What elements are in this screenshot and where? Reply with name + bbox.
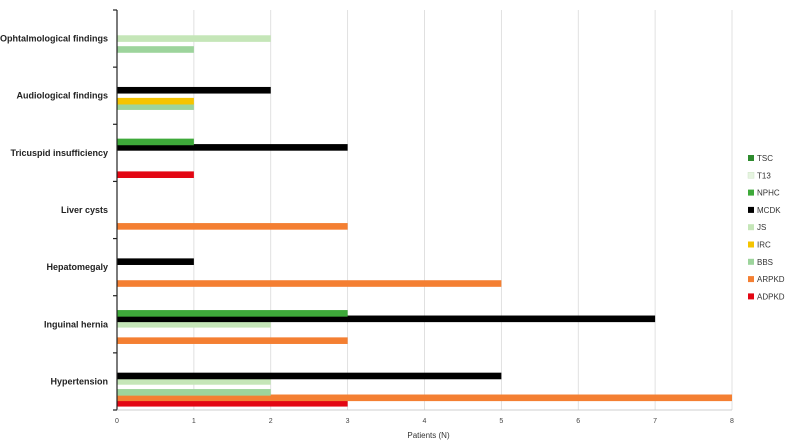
bar-mcdk-6 <box>117 372 502 380</box>
legend-label-arpkd: ARPKD <box>757 275 785 284</box>
legend-label-nphc: NPHC <box>757 189 780 198</box>
bar-js-5 <box>117 320 271 328</box>
bars <box>117 35 732 407</box>
bar-nphc-5 <box>117 310 348 317</box>
bar-bbs-6 <box>117 389 271 396</box>
bar-mcdk-1 <box>117 86 271 94</box>
x-tick-label: 8 <box>730 418 734 425</box>
bar-js-0 <box>117 35 271 42</box>
bar-arpkd-4 <box>117 280 502 287</box>
bar-js-6 <box>117 378 271 385</box>
legend-swatch-irc <box>748 241 754 248</box>
bar-adpkd-2 <box>117 171 194 178</box>
x-tick-label: 0 <box>115 418 119 425</box>
x-axis-title: Patients (N) <box>407 431 450 440</box>
bar-nphc-2 <box>117 138 194 146</box>
bar-adpkd-6 <box>117 399 348 407</box>
legend-label-js: JS <box>757 223 766 232</box>
x-tick-label: 3 <box>346 418 350 425</box>
legend-swatch-mcdk <box>748 206 754 213</box>
legend-label-adpkd: ADPKD <box>757 292 785 301</box>
x-tick-label: 4 <box>423 418 427 425</box>
x-tick-labels: 0 1 2 3 4 5 6 7 8 <box>115 418 734 425</box>
category-label: Inguinal hernia <box>44 319 109 329</box>
legend-swatch-nphc <box>748 189 754 196</box>
legend-swatch-adpkd <box>748 293 754 300</box>
bar-bbs-0 <box>117 46 194 53</box>
legend-swatch-tsc <box>748 155 754 161</box>
category-labels: Ophtalmological findings Audiological fin… <box>0 34 109 387</box>
legend: TSC T13 NPHC MCDK JS IRC BBS ARPKD ADPKD <box>747 154 785 301</box>
bar-mcdk-4 <box>117 258 194 265</box>
bar-irc-1 <box>117 97 194 105</box>
x-tick-label: 6 <box>576 418 580 425</box>
x-tick-label: 5 <box>499 418 503 425</box>
bar-bbs-1 <box>117 103 194 110</box>
category-label: Ophtalmological findings <box>0 34 108 44</box>
bar-mcdk-5 <box>117 315 656 323</box>
axes <box>113 9 732 411</box>
x-tick-label: 1 <box>192 418 196 425</box>
legend-swatch-js <box>748 224 754 231</box>
legend-label-irc: IRC <box>757 241 771 250</box>
legend-label-bbs: BBS <box>757 258 773 267</box>
legend-label-t13: T13 <box>757 171 771 180</box>
x-tick-label: 2 <box>269 418 273 425</box>
legend-swatch-arpkd <box>748 276 754 283</box>
bar-arpkd-5 <box>117 337 348 344</box>
category-label: Tricuspid insufficiency <box>10 148 108 158</box>
x-tick-label: 7 <box>653 418 657 425</box>
category-label: Audiological findings <box>17 91 109 101</box>
legend-swatch-t13 <box>747 172 755 179</box>
category-label: Hepatomegaly <box>46 262 108 272</box>
bar-arpkd-3 <box>117 223 348 230</box>
legend-label-tsc: TSC <box>757 154 773 163</box>
legend-label-mcdk: MCDK <box>757 206 781 215</box>
bar-arpkd-6 <box>117 394 732 402</box>
legend-swatch-bbs <box>748 258 754 265</box>
bar-mcdk-2 <box>117 144 348 151</box>
grid-lines <box>193 10 733 410</box>
category-label: Hypertension <box>50 376 108 386</box>
category-label: Liver cysts <box>61 205 108 215</box>
